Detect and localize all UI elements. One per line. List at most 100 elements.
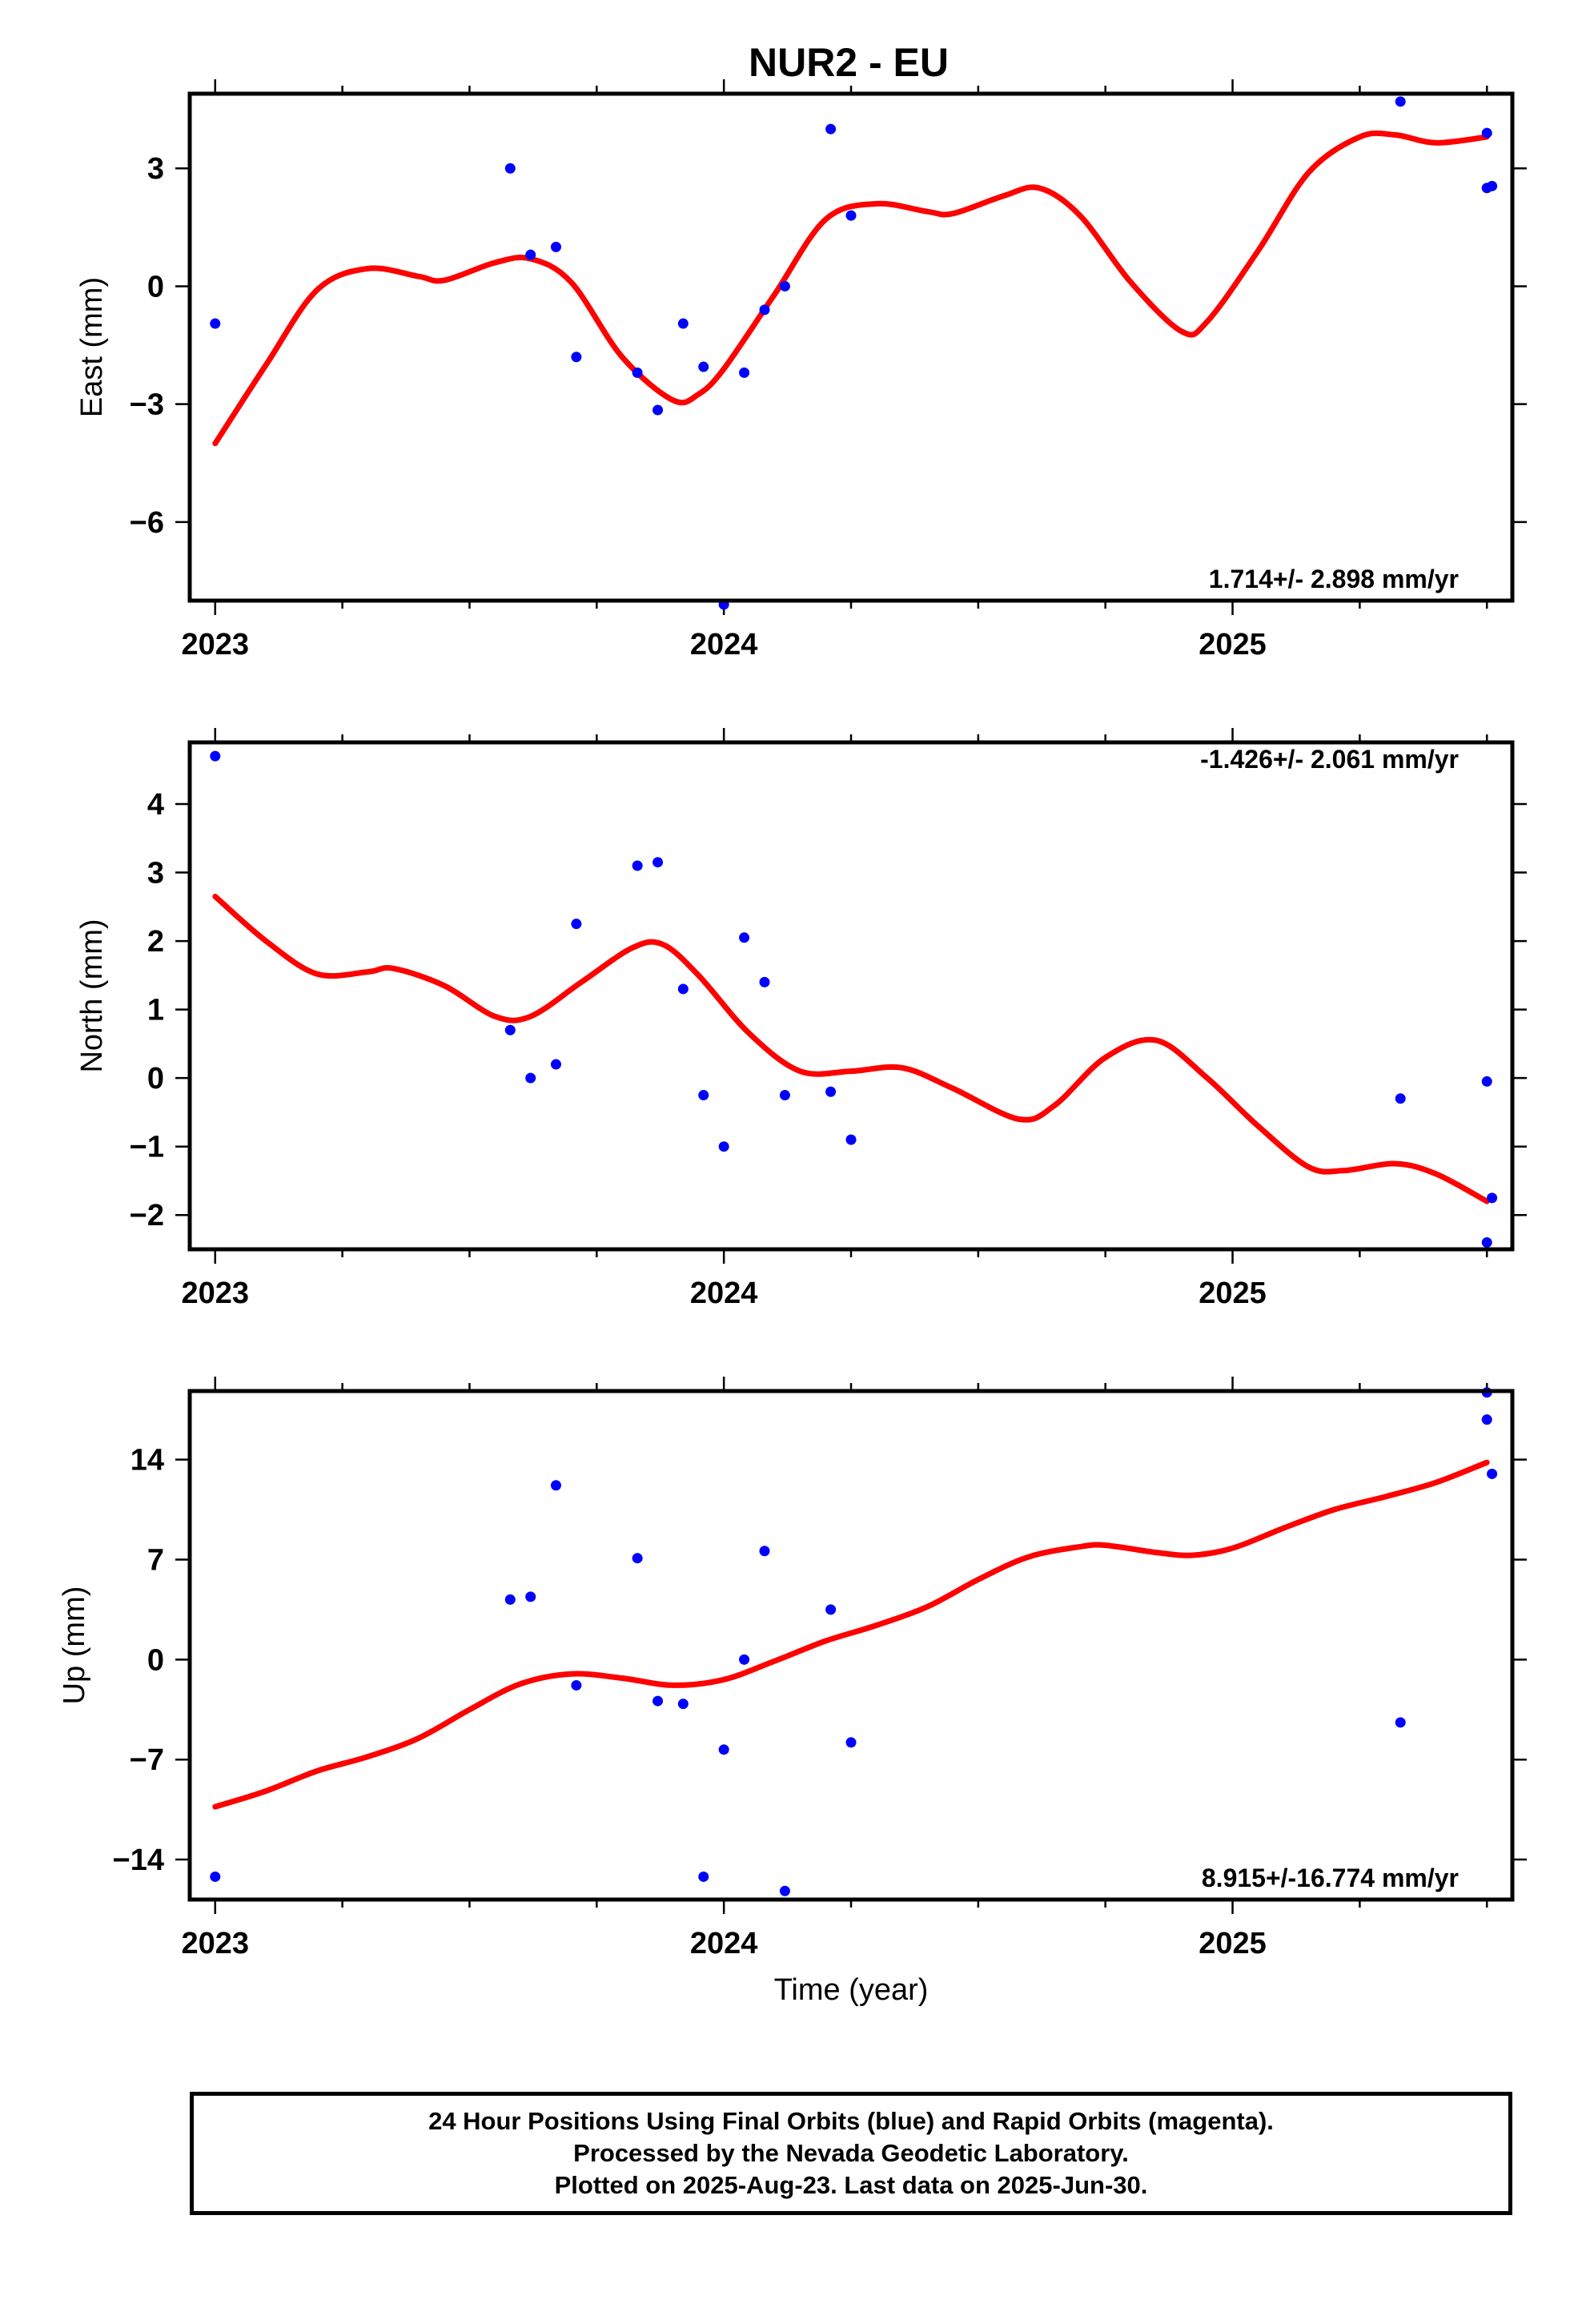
velocity-rate-label: 1.714+/- 2.898 mm/yr (1209, 565, 1459, 593)
y-axis-label: North (mm) (75, 919, 109, 1072)
data-point (759, 1546, 770, 1557)
data-point (759, 976, 770, 987)
data-point (550, 1059, 561, 1070)
data-point (632, 860, 643, 871)
y-tick-label: 0 (147, 270, 164, 304)
y-axis-label: Up (mm) (58, 1586, 91, 1705)
x-tick-label: 2023 (181, 1277, 249, 1310)
data-point (632, 367, 643, 378)
x-tick-label: 2024 (690, 1927, 758, 1960)
data-point (1395, 96, 1406, 107)
data-point (779, 1090, 790, 1101)
y-tick-label: −6 (130, 506, 164, 540)
y-axis-label: East (mm) (75, 277, 109, 417)
data-point (739, 932, 750, 943)
x-tick-label: 2025 (1199, 1927, 1267, 1960)
panel-east: 2023 2024 2025 3 0 −3 −6 East (mm) 1.714+/- 2.89… (75, 79, 1527, 661)
x-tick-label: 2023 (181, 1927, 249, 1960)
data-point (652, 404, 664, 416)
y-tick-label: −14 (113, 1844, 164, 1877)
data-point (504, 1024, 516, 1035)
data-point (718, 1141, 729, 1152)
data-point (698, 361, 709, 372)
footer-info-box: 24 Hour Positions Using Final Orbits (bl… (190, 2092, 1512, 2215)
data-point (759, 304, 770, 316)
data-point (825, 123, 837, 135)
fit-line-north (212, 894, 1490, 1204)
y-tick-label: 4 (147, 788, 164, 822)
data-point (525, 249, 536, 260)
data-point (1481, 1236, 1492, 1248)
data-point (504, 163, 516, 174)
plot-frame (187, 740, 1515, 1252)
footer-line-plotted: Plotted on 2025-Aug-23. Last data on 202… (554, 2171, 1148, 2199)
footer-line-processed: Processed by the Nevada Geodetic Laborat… (573, 2139, 1129, 2167)
y-tick-label: 2 (147, 925, 164, 959)
panel-up: 2023 2024 2025 14 7 0 −7 −14 Up (mm) Time (year) 8… (58, 1377, 1527, 2007)
x-tick-label: 2024 (690, 1277, 758, 1310)
data-point (1481, 1414, 1492, 1425)
plot-frame (187, 91, 1515, 603)
data-point (652, 857, 664, 868)
data-point (1481, 1076, 1492, 1087)
data-point (1395, 1717, 1406, 1728)
data-point (677, 318, 689, 329)
panel-north: 2023 2024 2025 4 3 2 1 0 −1 −2 North (mm) -1.426+/-… (75, 728, 1527, 1310)
x-tick-label: 2025 (1199, 628, 1267, 661)
data-point (550, 241, 561, 252)
data-point (632, 1553, 643, 1564)
y-tick-label: 3 (147, 857, 164, 891)
data-point (210, 750, 221, 762)
data-point (739, 1654, 750, 1665)
data-point (845, 1737, 857, 1748)
plot-area (210, 96, 1498, 610)
data-point (571, 1679, 582, 1691)
y-tick-label: 0 (147, 1643, 164, 1677)
panels: 2023 2024 2025 3 0 −3 −6 East (mm) 1.714+/- 2.89… (58, 79, 1527, 2007)
data-point (571, 919, 582, 930)
x-axis-label: Time (year) (774, 1973, 929, 2007)
velocity-rate-label: 8.915+/-16.774 mm/yr (1202, 1864, 1459, 1892)
data-point (525, 1072, 536, 1084)
data-point (652, 1695, 664, 1707)
data-point (825, 1604, 837, 1615)
plot-frame (187, 1389, 1515, 1902)
data-point (779, 280, 790, 292)
data-point (550, 1480, 561, 1491)
data-point (845, 210, 857, 221)
x-tick-label: 2024 (690, 628, 758, 661)
fit-line-east (212, 130, 1490, 447)
y-tick-label: −1 (130, 1131, 164, 1164)
data-point (779, 1885, 790, 1896)
y-tick-label: 14 (130, 1444, 164, 1478)
data-point (698, 1871, 709, 1882)
data-point (571, 352, 582, 363)
data-point (698, 1090, 709, 1101)
x-tick-label: 2023 (181, 628, 249, 661)
y-tick-label: −3 (130, 388, 164, 422)
y-tick-label: 3 (147, 152, 164, 186)
data-point (525, 1591, 536, 1602)
y-tick-label: −2 (130, 1199, 164, 1232)
data-point (718, 1744, 729, 1755)
y-tick-label: 1 (147, 994, 164, 1027)
plot-area (210, 750, 1498, 1248)
plot-area (210, 1387, 1498, 1896)
data-point (504, 1594, 516, 1605)
data-point (1487, 180, 1498, 191)
x-tick-label: 2025 (1199, 1277, 1267, 1310)
y-tick-label: 7 (147, 1543, 164, 1577)
data-point (1481, 127, 1492, 139)
y-tick-label: −7 (130, 1743, 164, 1777)
footer-line-orbits: 24 Hour Positions Using Final Orbits (bl… (428, 2107, 1274, 2135)
data-point (1487, 1192, 1498, 1204)
data-point (825, 1086, 837, 1097)
y-tick-label: 0 (147, 1062, 164, 1096)
data-point (210, 318, 221, 329)
data-point (210, 1871, 221, 1882)
data-point (845, 1134, 857, 1145)
fit-line-up (212, 1459, 1490, 1810)
figure-title: NUR2 - EU (749, 40, 949, 85)
velocity-rate-label: -1.426+/- 2.061 mm/yr (1200, 745, 1459, 774)
